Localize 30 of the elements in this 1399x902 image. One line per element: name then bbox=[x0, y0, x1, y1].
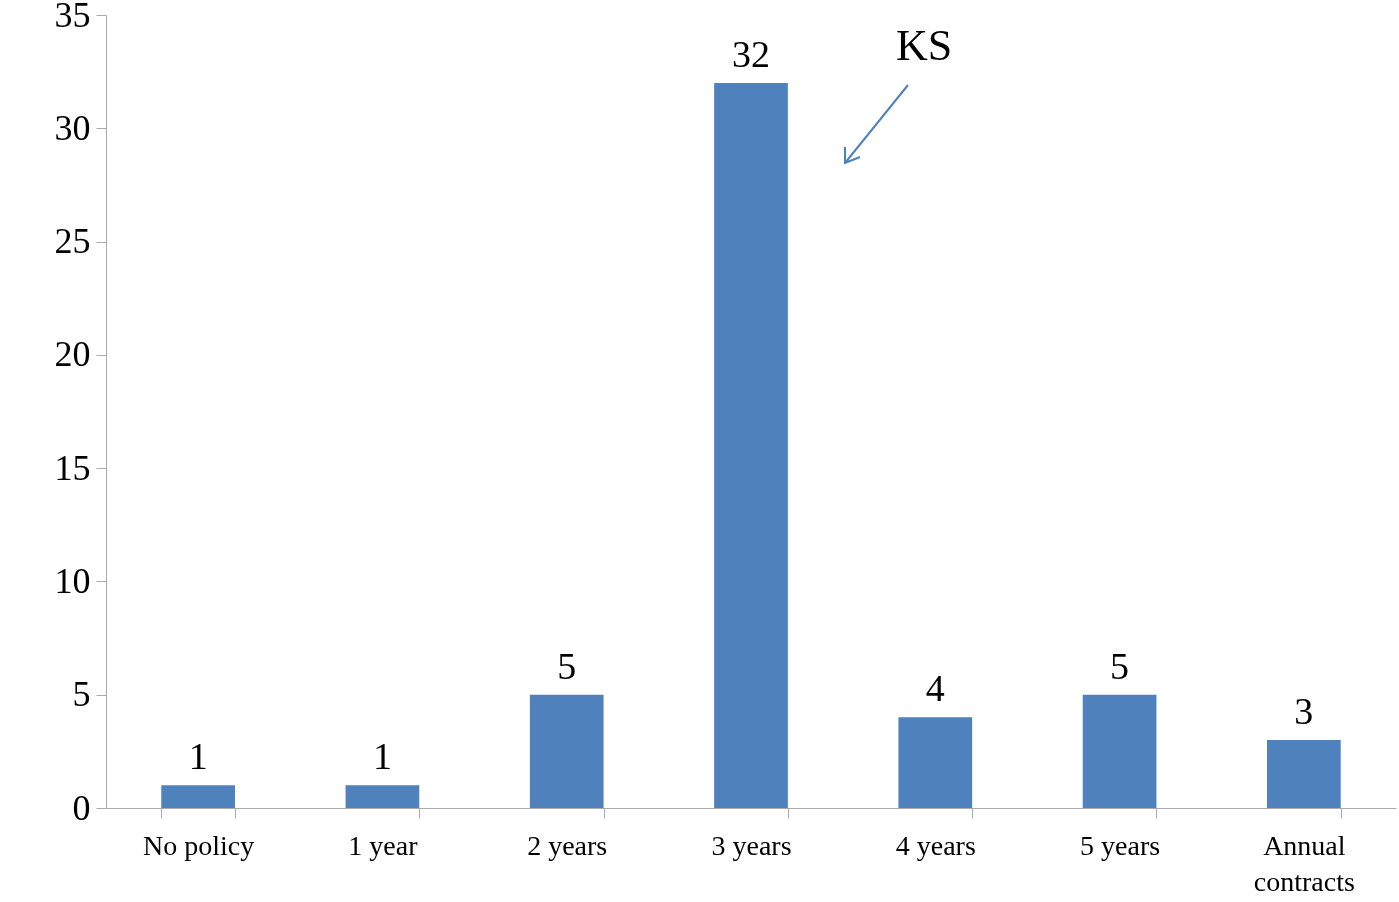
y-tick-label: 5 bbox=[72, 674, 91, 715]
bar bbox=[345, 785, 420, 808]
x-tick-label: 5 years bbox=[1080, 829, 1161, 861]
x-tick-label: 4 years bbox=[895, 829, 976, 861]
data-label: 1 bbox=[372, 735, 392, 778]
x-tick-label: 1 year bbox=[348, 829, 419, 861]
data-label: 3 bbox=[1294, 690, 1314, 733]
y-tick-label: 0 bbox=[72, 787, 91, 828]
data-label: 4 bbox=[925, 667, 945, 710]
annotation: KS bbox=[895, 21, 953, 70]
y-tick-label: 15 bbox=[54, 447, 91, 488]
x-tick-label: 2 years bbox=[527, 829, 608, 861]
bar bbox=[1082, 694, 1157, 808]
bar bbox=[714, 82, 788, 808]
data-label: 5 bbox=[1110, 644, 1130, 687]
y-tick-label: 20 bbox=[54, 334, 91, 375]
bar bbox=[898, 717, 973, 808]
y-tick-label: 25 bbox=[54, 221, 91, 262]
data-label: 32 bbox=[732, 32, 770, 75]
data-label: 5 bbox=[557, 644, 577, 687]
x-tick-label: Annual contracts bbox=[1253, 829, 1355, 897]
y-tick-label: 30 bbox=[54, 107, 91, 148]
data-label: 1 bbox=[188, 735, 208, 778]
x-tick-label: No policy bbox=[143, 829, 255, 861]
bar bbox=[161, 785, 235, 808]
y-tick-label: 35 bbox=[54, 0, 91, 35]
bar bbox=[1267, 740, 1341, 808]
bar bbox=[529, 694, 604, 808]
y-tick-label: 10 bbox=[54, 560, 91, 601]
x-tick-label: 3 years bbox=[711, 829, 792, 861]
